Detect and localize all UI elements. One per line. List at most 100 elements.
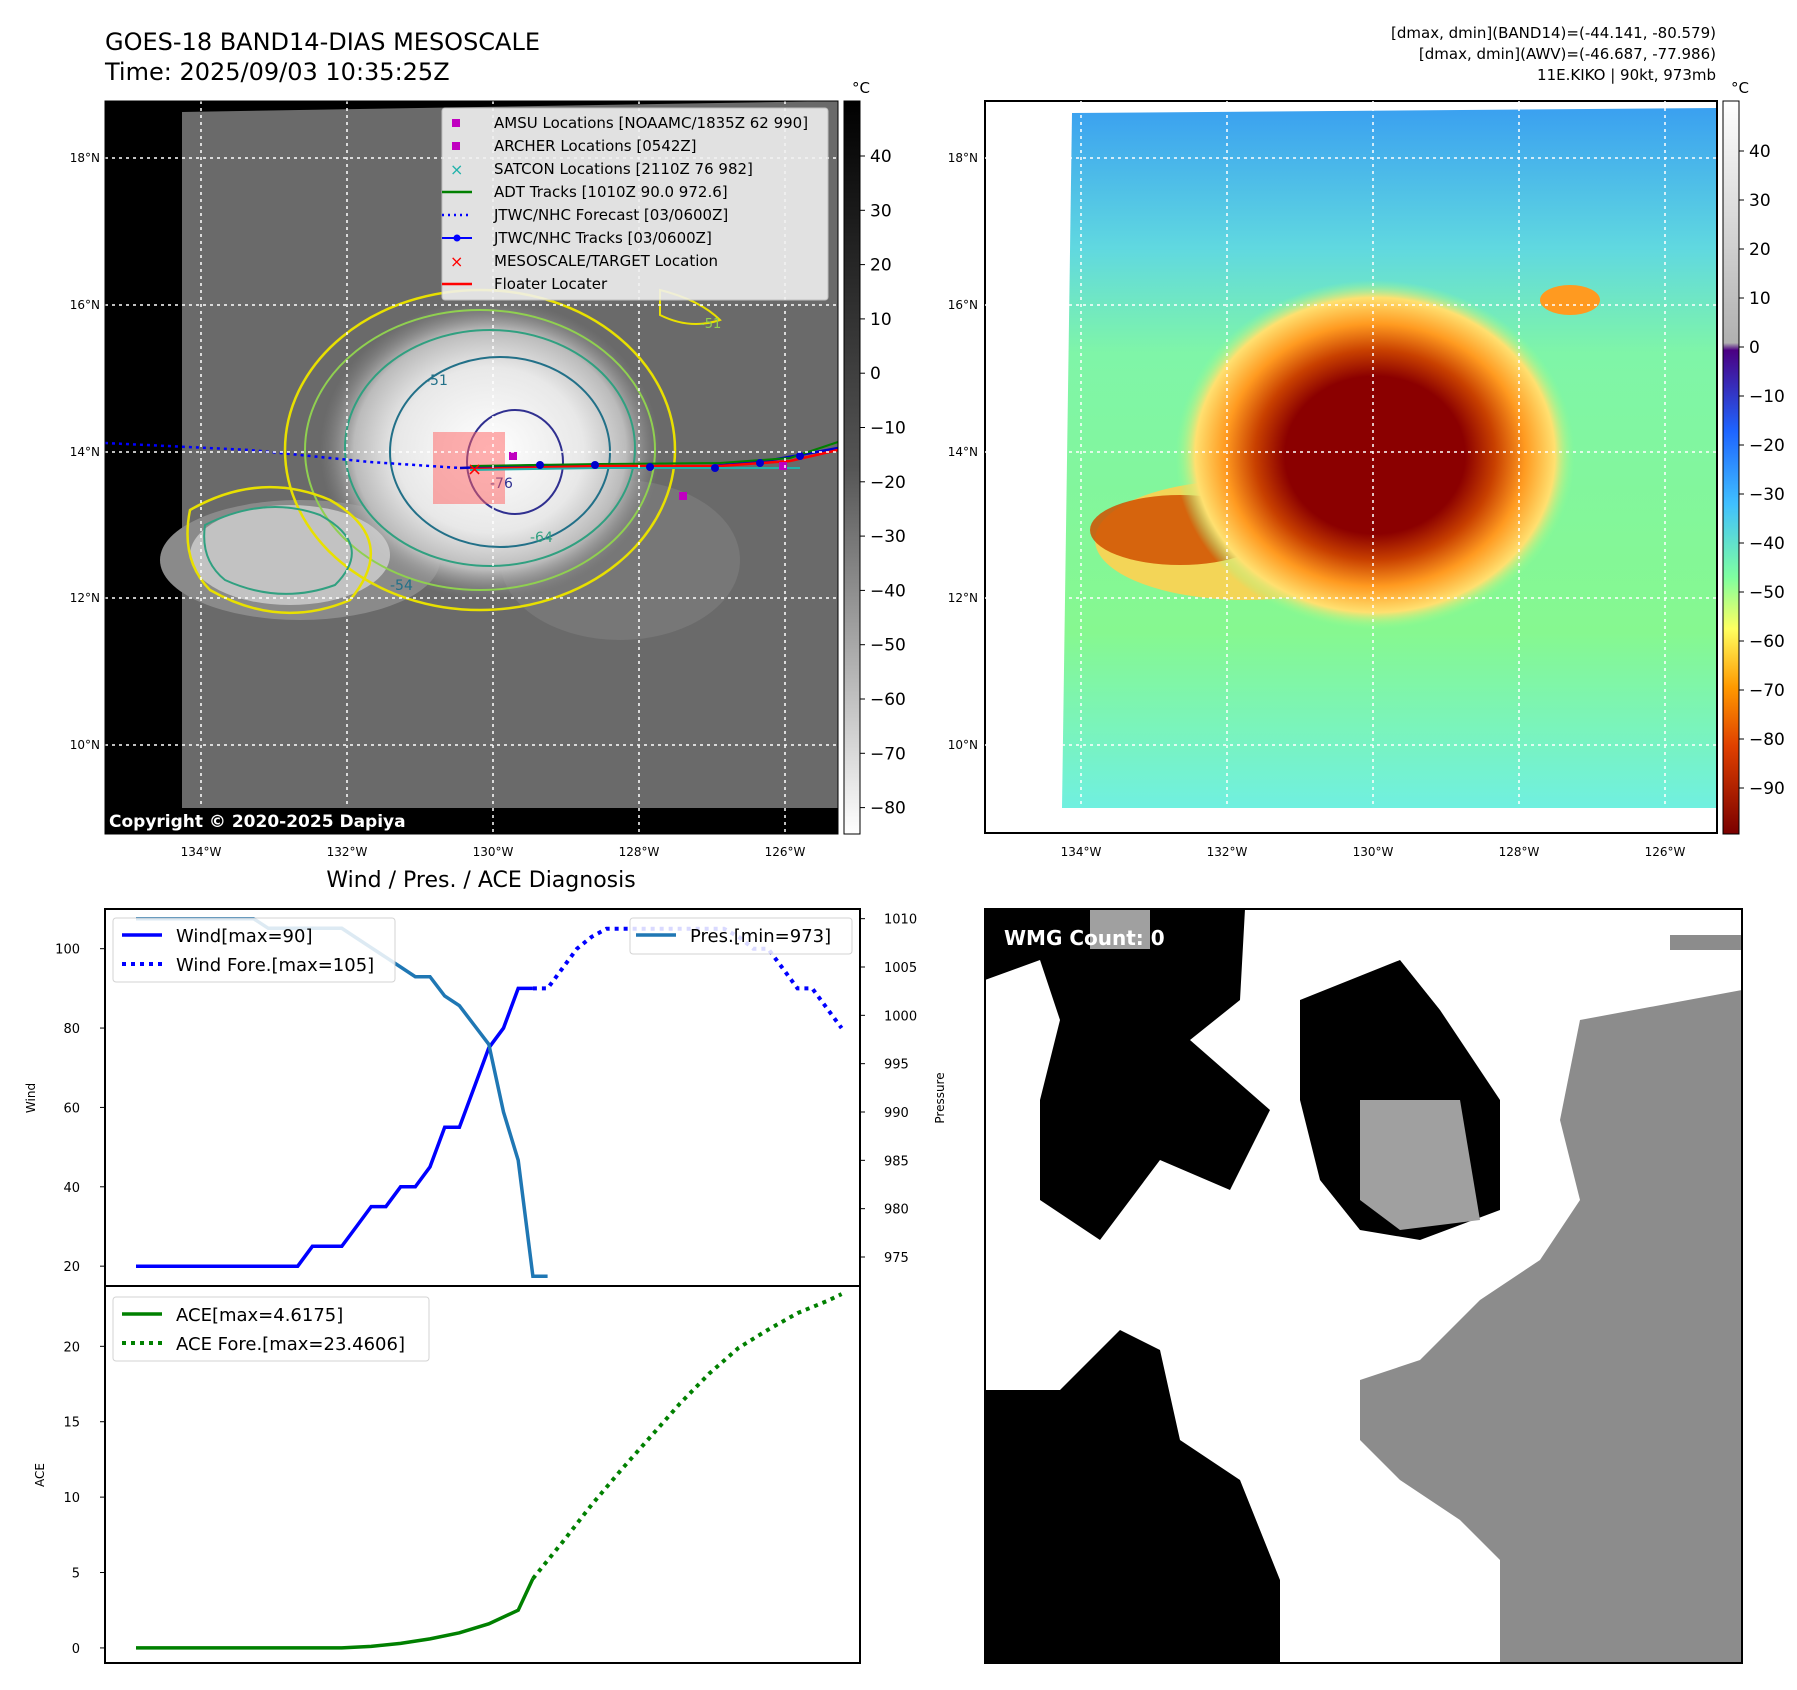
colorbar-tick-label: −40 <box>1749 534 1785 554</box>
wmg-frame <box>984 908 1743 1664</box>
enh-lat-label: 16°N <box>948 298 978 312</box>
enh-cloud-cell <box>1540 285 1600 315</box>
enh-colorbar <box>1722 100 1740 835</box>
contour-teal <box>344 329 636 567</box>
legend-symbol-square <box>452 142 460 150</box>
colorbar-tick-label: −10 <box>1749 387 1785 407</box>
colorbar-tick-label: −70 <box>1749 681 1785 701</box>
legend-entry-label: SATCON Locations [2110Z 76 982] <box>494 160 753 178</box>
ir-lat-label: 18°N <box>70 151 100 165</box>
enh-lon-label: 132°W <box>1207 845 1248 859</box>
track-point <box>756 459 764 467</box>
legend-symbol-square <box>452 119 460 127</box>
ir-lon-label: 132°W <box>327 845 368 859</box>
legend-entry-label: JTWC/NHC Tracks [03/0600Z] <box>493 229 712 247</box>
legend-symbol-x: × <box>450 252 463 271</box>
ace-tick-label: 10 <box>63 1491 80 1506</box>
wmg-gray-patch <box>1670 935 1742 950</box>
colorbar-tick-label: 0 <box>1749 338 1760 358</box>
wmg-gray-region <box>1360 1100 1480 1230</box>
ace-tick-label: 5 <box>72 1567 80 1582</box>
diagnosis-title: Wind / Pres. / ACE Diagnosis <box>326 868 635 893</box>
track-point <box>536 461 544 469</box>
ir-colorbar-unit: °C <box>852 79 870 97</box>
pressure-tick-label: 1005 <box>884 961 917 976</box>
colorbar-tick-label: −80 <box>870 799 906 819</box>
colorbar-tick-label: 30 <box>1749 191 1771 211</box>
legend-entry-label: JTWC/NHC Forecast [03/0600Z] <box>493 206 728 224</box>
storm-info: 11E.KIKO | 90kt, 973mb <box>1537 66 1716 84</box>
stats-awv: [dmax, dmin](AWV)=(-46.687, -77.986) <box>1419 45 1716 63</box>
enh-colorbar-unit: °C <box>1731 79 1749 97</box>
legend-symbol-dot <box>453 234 461 242</box>
pressure-tick-label: 975 <box>884 1251 909 1266</box>
colorbar-tick-label: −50 <box>1749 583 1785 603</box>
legend-symbol-x: × <box>450 160 463 179</box>
ir-lon-label: 126°W <box>765 845 806 859</box>
wmg-gray-patch <box>1090 909 1150 949</box>
ir-colorbar <box>843 100 861 835</box>
ace-tick-label: 0 <box>72 1642 80 1657</box>
legend-wind-fore: Wind Fore.[max=105] <box>176 955 374 976</box>
contour-label: -54 <box>390 578 413 594</box>
contour-label: -51 <box>425 373 448 389</box>
contour-label: -64 <box>530 530 553 546</box>
satcon-track <box>469 467 800 471</box>
legend-entry-label: Floater Locater <box>494 275 608 293</box>
amsu-marker <box>509 452 517 460</box>
legend-entry-label: AMSU Locations [NOAAMC/1835Z 62 990] <box>494 114 808 132</box>
wind-tick-label: 40 <box>63 1181 80 1196</box>
colorbar-tick-label: 10 <box>870 310 892 330</box>
diagnosis-ticks: 1008060402010101005100099599098598097520… <box>55 913 917 1657</box>
colorbar-tick-label: 10 <box>1749 289 1771 309</box>
wind-line <box>136 986 533 1268</box>
track-point <box>646 463 654 471</box>
ace-legend <box>112 1296 430 1362</box>
pressure-axis-label: Pressure <box>933 1072 947 1123</box>
ir-rainband <box>190 505 390 605</box>
map-axis-labels: 18°N 18°N 16°N 16°N 14°N 14°N 12°N 12°N 10°N 10°N… <box>70 151 1686 859</box>
wmg-panel: WMG Count: 0 <box>984 908 1743 1664</box>
pressure-tick-label: 990 <box>884 1106 909 1121</box>
ir-lat-label: 10°N <box>70 738 100 752</box>
wind-tick-label: 80 <box>63 1022 80 1037</box>
ir-lon-label: 130°W <box>473 845 514 859</box>
enh-lon-label: 130°W <box>1353 845 1394 859</box>
ir-lat-label: 14°N <box>70 445 100 459</box>
colorbar-tick-label: −20 <box>1749 436 1785 456</box>
enh-lat-label: 12°N <box>948 591 978 605</box>
ace-line <box>136 1577 535 1650</box>
wmg-gray-region <box>1360 990 1742 1663</box>
wmg-black-region <box>985 909 1270 1240</box>
colorbar-tick-label: −60 <box>1749 632 1785 652</box>
forecast-track <box>104 441 461 470</box>
pressure-legend <box>629 917 853 955</box>
colorbar-tick-label: −30 <box>1749 485 1785 505</box>
enh-colorbar-ticks: 40 30 20 10 0 −10 −20 −30 −40 −50 −60 −70 −80 −90 <box>1739 142 1785 799</box>
wind-legend <box>112 917 396 983</box>
enh-lon-label: 128°W <box>1499 845 1540 859</box>
colorbar-tick-label: −90 <box>1749 779 1785 799</box>
track-point <box>591 461 599 469</box>
legend-ace: ACE[max=4.6175] <box>176 1305 343 1326</box>
ace-axis-label: ACE <box>33 1463 47 1487</box>
colorbar-tick-label: −60 <box>870 690 906 710</box>
colorbar-tick-label: 20 <box>1749 240 1771 260</box>
enh-lon-label: 126°W <box>1645 845 1686 859</box>
colorbar-tick-label: −80 <box>1749 730 1785 750</box>
ir-lon-label: 128°W <box>619 845 660 859</box>
pressure-tick-label: 980 <box>884 1203 909 1218</box>
ir-lon-label: 134°W <box>181 845 222 859</box>
contour-label: -51 <box>700 317 721 332</box>
enh-gridlines <box>985 101 1717 833</box>
colorbar-tick-label: −70 <box>870 744 906 764</box>
legend-wind: Wind[max=90] <box>176 926 313 947</box>
track-point <box>711 464 719 472</box>
enh-lat-label: 14°N <box>948 445 978 459</box>
track-points <box>536 452 804 472</box>
wind-tick-label: 100 <box>55 943 80 958</box>
wmg-black-region <box>985 1330 1280 1663</box>
ace-tick-label: 15 <box>63 1416 80 1431</box>
colorbar-tick-label: 20 <box>870 256 892 276</box>
